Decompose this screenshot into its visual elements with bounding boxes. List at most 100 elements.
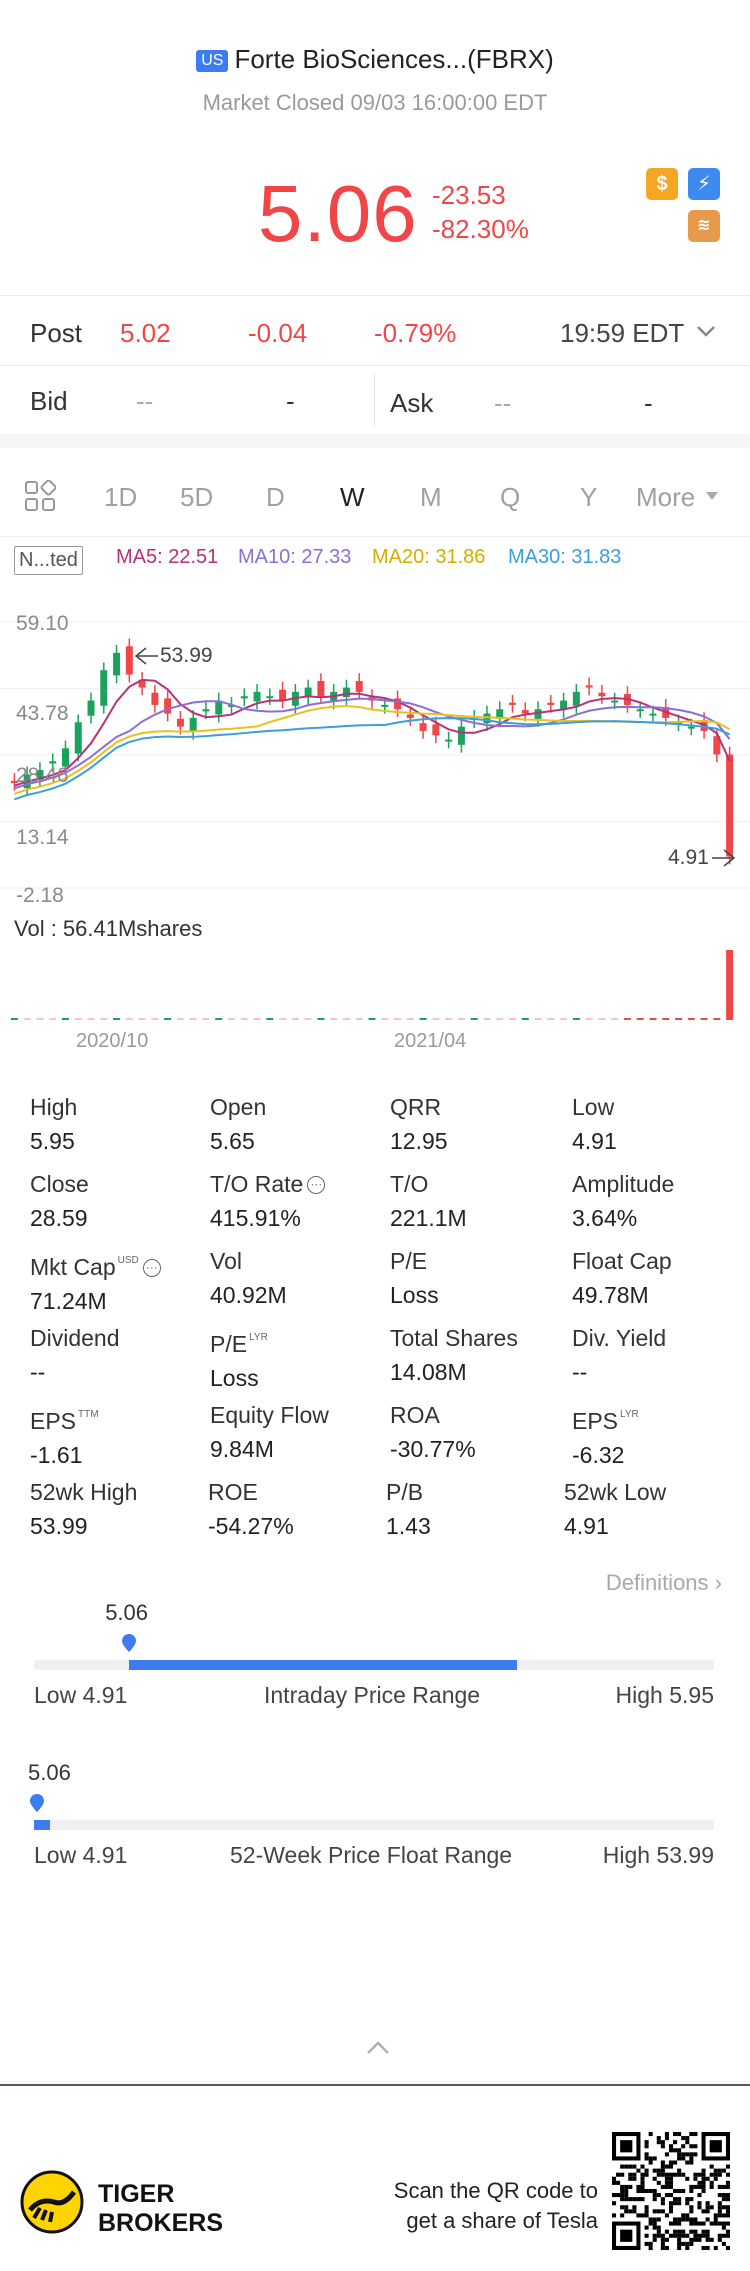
qr-module (644, 2168, 649, 2173)
qr-module (697, 2221, 702, 2226)
qr-module (677, 2188, 682, 2194)
tab-5d[interactable]: 5D (180, 482, 214, 512)
intraday-title: Intraday Price Range (264, 1682, 481, 1708)
qr-module (640, 2197, 645, 2202)
post-change-percent: -0.79% (374, 318, 457, 348)
qr-module (681, 2144, 686, 2149)
qr-module (648, 2241, 653, 2246)
candle-body (87, 700, 95, 716)
qr-module (664, 2176, 669, 2181)
volume-bar (368, 1018, 376, 1020)
definitions-link[interactable]: Definitions › (605, 1570, 722, 1595)
high-arrow-icon (134, 647, 147, 665)
stat-low: Low 4.91 (572, 1094, 617, 1154)
chevron-up-icon[interactable] (366, 2040, 390, 2056)
qr-module (721, 2225, 726, 2230)
candle-body (547, 702, 555, 705)
qr-module (648, 2217, 653, 2222)
grid-layout-icon[interactable] (24, 480, 56, 512)
layers-icon[interactable]: ≋ (688, 210, 720, 242)
qr-module (677, 2197, 682, 2202)
kline-chart[interactable] (0, 600, 750, 1030)
qr-module (628, 2172, 633, 2177)
candle-body (74, 722, 82, 754)
qr-module (660, 2184, 665, 2189)
tab-more[interactable]: More (636, 482, 696, 512)
candle-body (598, 692, 606, 697)
qr-module (668, 2180, 674, 2185)
qr-module (697, 2233, 702, 2238)
candle-body (726, 754, 734, 857)
qr-module (725, 2205, 730, 2210)
qr-module (721, 2168, 726, 2173)
qr-module (689, 2205, 694, 2210)
indicator-select[interactable]: N...ted (14, 546, 83, 575)
qr-module (612, 2201, 617, 2206)
stat-52wk-high: 52wk High 53.99 (30, 1479, 138, 1539)
qr-module (660, 2140, 665, 2145)
qr-module (677, 2172, 682, 2177)
post-time[interactable]: 19:59 EDT (560, 318, 685, 348)
qr-module (685, 2241, 690, 2246)
qr-module (705, 2209, 710, 2214)
stat-high: High 5.95 (30, 1094, 78, 1154)
volume-bar (202, 1018, 210, 1020)
volume-bar (87, 1018, 95, 1020)
tab-m[interactable]: M (420, 482, 442, 512)
qr-module (660, 2144, 665, 2149)
tab-1d[interactable]: 1D (104, 482, 138, 512)
qr-module (673, 2140, 678, 2145)
qr-module (709, 2237, 714, 2242)
volume-bar (138, 1018, 146, 1020)
qr-module (725, 2197, 730, 2202)
caret-down-icon[interactable] (706, 492, 718, 502)
tab-d[interactable]: D (266, 482, 285, 512)
qr-module (660, 2197, 665, 2202)
footer-promo: TIGER BROKERS Scan the QR code to get a … (0, 2086, 750, 2271)
info-icon[interactable]: ··· (307, 1176, 326, 1194)
volume-label: Vol : 56.41Mshares (14, 916, 203, 941)
qr-module (681, 2136, 686, 2141)
qr-module (620, 2184, 625, 2189)
tab-y[interactable]: Y (580, 482, 598, 512)
qr-module (628, 2184, 633, 2189)
x-axis-label: 2021/04 (394, 1030, 467, 1052)
info-icon[interactable]: ··· (142, 1259, 161, 1277)
qr-module (713, 2176, 718, 2181)
qr-module (685, 2197, 690, 2202)
qr-module (717, 2213, 722, 2218)
qr-module (644, 2144, 649, 2149)
qr-module (652, 2225, 657, 2230)
qr-module (701, 2168, 706, 2173)
ma30-line (14, 717, 731, 801)
qr-module (624, 2197, 629, 2202)
qr-module (624, 2164, 629, 2169)
volume-bar (100, 1018, 108, 1020)
volume-bar (330, 1018, 338, 1020)
volume-bar (598, 1018, 606, 1020)
week52-current: 5.06 (28, 1760, 71, 1785)
tab-q[interactable]: Q (500, 482, 521, 512)
volume-bar (662, 1018, 670, 1020)
week52-range: 5.06 Low 4.91 52-Week Price Float Range … (0, 1756, 750, 1876)
lightning-icon[interactable]: ⚡ (688, 168, 720, 200)
qr-module (693, 2229, 698, 2234)
stock-title: US Forte BioSciences...(FBRX) (0, 44, 750, 75)
qr-module (693, 2221, 698, 2226)
qr-module (709, 2205, 714, 2210)
stat-pb: P/B 1.43 (386, 1479, 431, 1539)
qr-module (717, 2193, 722, 2198)
qr-module (648, 2132, 653, 2137)
qr-module (664, 2237, 669, 2242)
qr-module (668, 2164, 674, 2169)
dollar-icon[interactable]: $ (646, 168, 678, 200)
qr-module (648, 2160, 653, 2165)
tab-w[interactable]: W (340, 482, 365, 512)
intraday-current: 5.06 (105, 1600, 149, 1625)
qr-code-icon[interactable] (612, 2132, 730, 2250)
chevron-down-icon[interactable] (696, 324, 716, 338)
qr-module (713, 2221, 718, 2226)
qr-module (632, 2209, 637, 2214)
bid-label: Bid (30, 386, 68, 416)
stat-equity-flow: Equity Flow 9.84M (210, 1402, 329, 1462)
